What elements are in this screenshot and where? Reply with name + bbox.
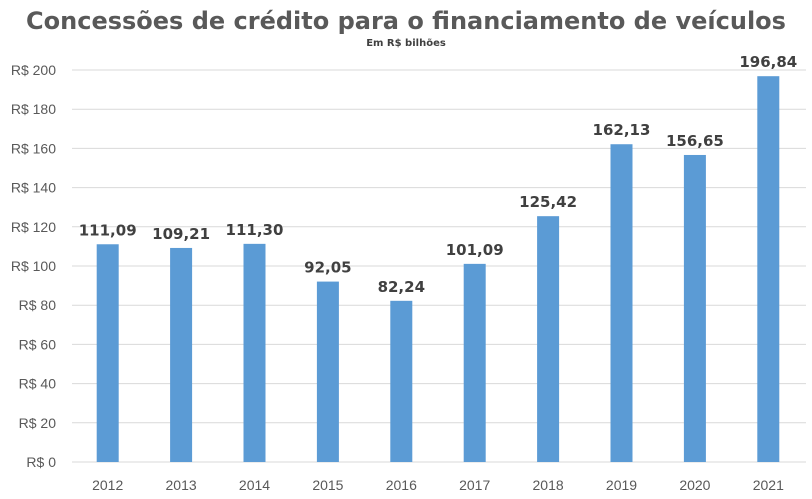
x-tick-label: 2012 (92, 477, 123, 493)
chart-title: Concessões de crédito para o financiamen… (26, 7, 786, 35)
data-label: 125,42 (519, 193, 577, 211)
data-label: 101,09 (446, 241, 504, 259)
bar-2014 (243, 243, 266, 462)
y-tick-label: R$ 100 (11, 258, 56, 274)
x-tick-label: 2020 (679, 477, 710, 493)
y-tick-label: R$ 200 (11, 62, 56, 78)
data-label: 82,24 (378, 278, 425, 296)
gridlines (72, 69, 806, 463)
x-tick-label: 2013 (166, 477, 197, 493)
bar-2020 (683, 154, 706, 462)
x-tick-label: 2015 (312, 477, 343, 493)
data-label: 111,30 (226, 221, 284, 239)
bar-2021 (757, 76, 780, 462)
y-tick-label: R$ 20 (19, 415, 57, 431)
data-label: 111,09 (79, 221, 137, 239)
y-axis: R$ 0 R$ 20 R$ 40 R$ 60 R$ 80 R$ 100 R$ 120 R$ 1… (11, 62, 56, 470)
chart-subtitle: Em R$ bilhões (366, 38, 446, 49)
bar-2015 (316, 281, 339, 462)
bar-2019 (610, 144, 633, 462)
bar-2012 (96, 244, 119, 462)
y-tick-label: R$ 60 (19, 336, 57, 352)
data-label: 92,05 (304, 259, 351, 277)
data-label: 156,65 (666, 132, 724, 150)
data-label: 162,13 (593, 121, 651, 139)
y-tick-label: R$ 160 (11, 140, 56, 156)
x-tick-label: 2017 (459, 477, 490, 493)
x-tick-label: 2016 (386, 477, 417, 493)
data-labels: 111,09 109,21 111,30 92,05 82,24 101,09 125,42… (79, 53, 797, 296)
y-tick-label: R$ 0 (26, 454, 56, 470)
x-tick-label: 2014 (239, 477, 270, 493)
data-label: 109,21 (152, 225, 210, 243)
y-tick-label: R$ 180 (11, 101, 56, 117)
x-tick-label: 2019 (606, 477, 637, 493)
bar-2018 (537, 216, 560, 462)
y-tick-label: R$ 120 (11, 219, 56, 235)
bar-2017 (463, 263, 486, 462)
x-tick-label: 2021 (753, 477, 784, 493)
y-tick-label: R$ 80 (19, 297, 57, 313)
bars (96, 76, 780, 462)
x-axis: 2012 2013 2014 2015 2016 2017 2018 2019 2020 2021 (92, 477, 784, 493)
x-tick-label: 2018 (533, 477, 564, 493)
bar-2016 (390, 300, 413, 462)
y-tick-label: R$ 140 (11, 180, 56, 196)
y-tick-label: R$ 40 (19, 376, 57, 392)
data-label: 196,84 (739, 53, 797, 71)
bar-2013 (170, 247, 193, 462)
